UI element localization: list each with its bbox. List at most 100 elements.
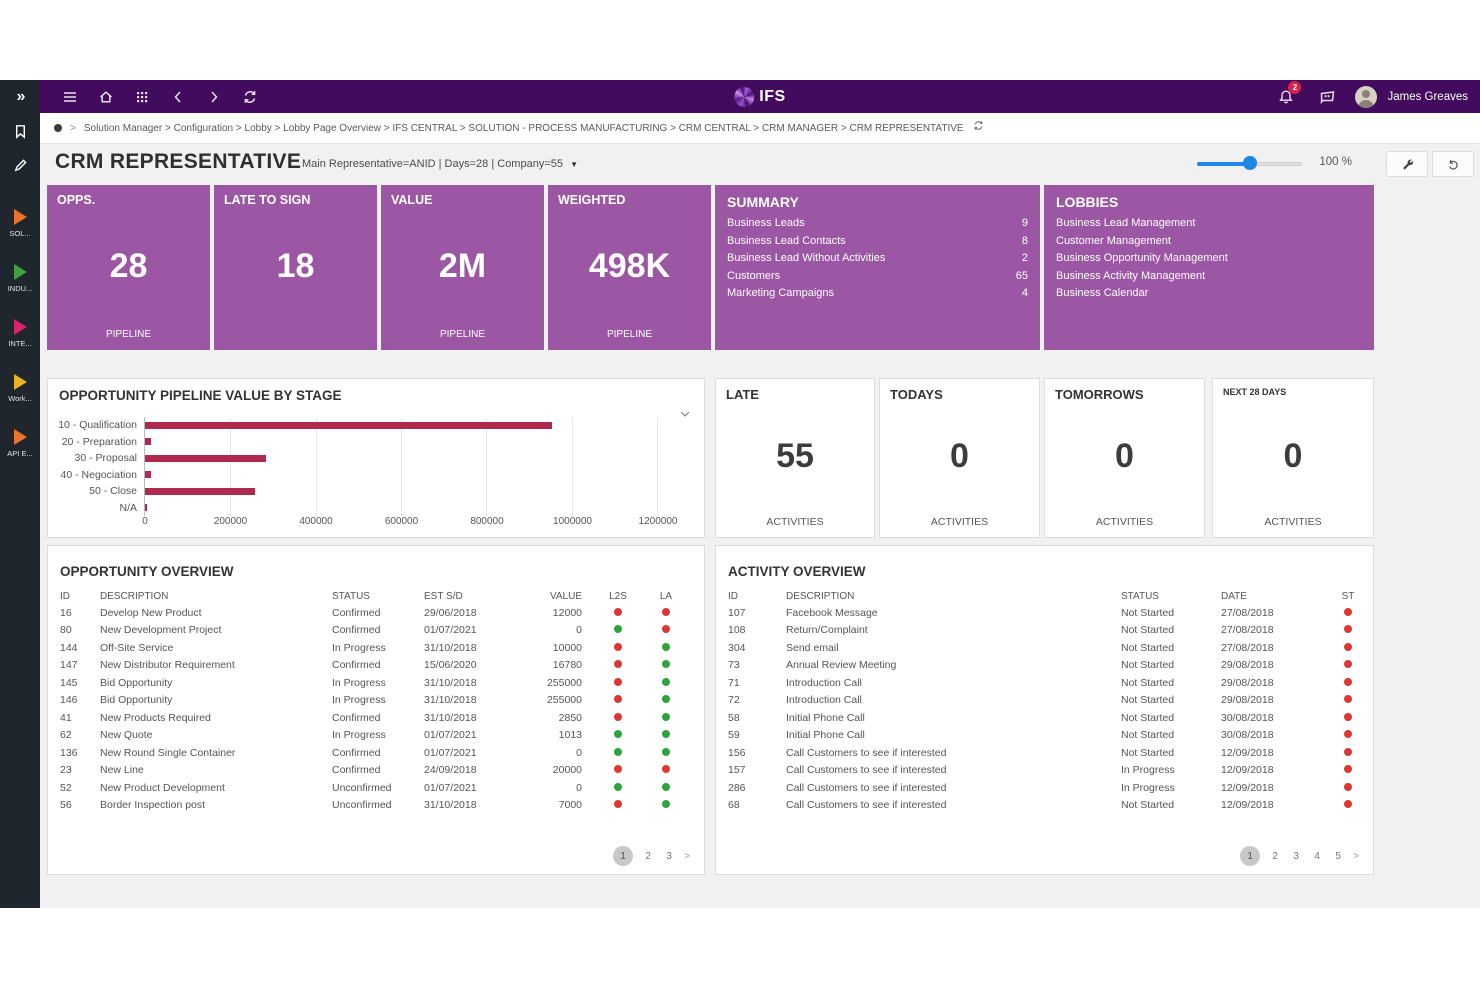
kpi-card-opps[interactable]: OPPS. 28 PIPELINE	[47, 185, 210, 350]
table-row[interactable]: 146 Bid Opportunity In Progress 31/10/2018 2…	[60, 692, 692, 710]
edit-button[interactable]	[0, 148, 40, 182]
cell-id: 108	[728, 624, 746, 637]
table-row[interactable]: 56 Border Inspection post Unconfirmed 31/10…	[60, 797, 692, 815]
table-row[interactable]: 73 Annual Review Meeting Not Started 29/08/…	[728, 657, 1361, 675]
reset-layout-button[interactable]	[1432, 151, 1474, 177]
table-row[interactable]: 157 Call Customers to see if interested In…	[728, 762, 1361, 780]
pagination-page-3[interactable]: 3	[666, 850, 672, 862]
table-row[interactable]: 304 Send email Not Started 27/08/2018	[728, 639, 1361, 657]
lobby-link[interactable]: Business Calendar	[1056, 287, 1149, 299]
forward-button[interactable]	[196, 80, 232, 113]
kpi-card-late-to-sign[interactable]: LATE TO SIGN 18	[214, 185, 377, 350]
pagination-page-2[interactable]: 2	[1272, 850, 1278, 862]
summary-value: 4	[1021, 287, 1028, 299]
breadcrumb[interactable]: Solution Manager > Configuration > Lobby…	[83, 122, 964, 134]
pagination-page-5[interactable]: 5	[1335, 850, 1341, 862]
activity-kpi-tomorrows[interactable]: TOMORROWS 0 ACTIVITIES	[1044, 378, 1205, 538]
cell-la	[642, 694, 690, 706]
chart-bar[interactable]	[145, 421, 553, 429]
table-row[interactable]: 145 Bid Opportunity In Progress 31/10/2018 2…	[60, 674, 692, 692]
sidebar-item-work[interactable]: Work...	[0, 361, 40, 416]
sidebar-item-sol[interactable]: SOL...	[0, 196, 40, 251]
pagination-page-1[interactable]: 1	[1240, 846, 1261, 866]
table-row[interactable]: 72 Introduction Call Not Started 29/08/2018	[728, 692, 1361, 710]
summary-row[interactable]: Business Lead Without Activities 2	[727, 250, 1028, 268]
chart-tick-label: 0	[142, 516, 148, 527]
activity-kpi-late[interactable]: LATE 55 ACTIVITIES	[715, 378, 875, 538]
lobby-link[interactable]: Business Opportunity Management	[1056, 252, 1228, 264]
status-dot	[662, 625, 670, 634]
cell-description: Facebook Message	[786, 606, 878, 619]
bookmark-button[interactable]	[0, 114, 40, 148]
chart-bar[interactable]	[145, 438, 151, 446]
table-row[interactable]: 107 Facebook Message Not Started 27/08/2018	[728, 604, 1361, 622]
pagination-page-1[interactable]: 1	[613, 846, 634, 866]
summary-row[interactable]: Business Lead Contacts 8	[727, 233, 1028, 251]
table-row[interactable]: 136 New Round Single Container Confirmed 01…	[60, 744, 692, 762]
cell-description: Bid Opportunity	[100, 676, 173, 689]
chart-category-label: 20 - Preparation	[61, 435, 137, 448]
pagination-next-button[interactable]: >	[1353, 850, 1359, 862]
sidebar-item-inte[interactable]: INTE...	[0, 306, 40, 361]
pagination-page-2[interactable]: 2	[645, 850, 651, 862]
table-row[interactable]: 58 Initial Phone Call Not Started 30/08/201…	[728, 709, 1361, 727]
back-button[interactable]	[160, 80, 196, 113]
activity-pagination: 1 2 3 4 5 >	[1240, 846, 1359, 866]
pagination-page-4[interactable]: 4	[1314, 850, 1320, 862]
sidebar-item-apie[interactable]: API E...	[0, 416, 40, 471]
chart-tick-label: 600000	[384, 516, 419, 527]
refresh-icon	[244, 90, 256, 103]
cell-value: 16780	[552, 659, 582, 672]
table-row[interactable]: 71 Introduction Call Not Started 29/08/2018	[728, 674, 1361, 692]
summary-row[interactable]: Customers 65	[727, 268, 1028, 286]
user-avatar[interactable]	[1355, 85, 1378, 108]
pagination-page-3[interactable]: 3	[1293, 850, 1299, 862]
chart-collapse-button[interactable]	[678, 407, 692, 426]
kpi-card-weighted[interactable]: WEIGHTED 498K PIPELINE	[548, 185, 711, 350]
chart-bar[interactable]	[145, 504, 148, 512]
zoom-slider[interactable]	[1197, 156, 1302, 170]
cell-status: Confirmed	[332, 711, 381, 724]
cell-l2s	[594, 659, 642, 671]
sidebar-item-indu[interactable]: INDU...	[0, 251, 40, 306]
table-row[interactable]: 108 Return/Complaint Not Started 27/08/2018	[728, 622, 1361, 640]
refresh-button[interactable]	[232, 80, 268, 113]
table-row[interactable]: 52 New Product Development Unconfirmed 01/0…	[60, 779, 692, 797]
page-filter-dropdown[interactable]: Main Representative=ANID | Days=28 | Com…	[302, 158, 578, 170]
opportunity-table-title: OPPORTUNITY OVERVIEW	[60, 564, 234, 579]
table-row[interactable]: 41 New Products Required Confirmed 31/10/20…	[60, 709, 692, 727]
settings-button[interactable]	[1386, 151, 1428, 177]
lobby-link[interactable]: Customer Management	[1056, 234, 1171, 247]
chart-bar[interactable]	[145, 471, 151, 479]
app-grid-button[interactable]	[124, 80, 160, 113]
table-row[interactable]: 144 Off-Site Service In Progress 31/10/2018…	[60, 639, 692, 657]
table-row[interactable]: 62 New Quote In Progress 01/07/2021 1013	[60, 727, 692, 745]
home-button[interactable]	[88, 80, 124, 113]
table-row[interactable]: 286 Call Customers to see if interested In…	[728, 779, 1361, 797]
expand-sidebar-button[interactable]: »	[0, 80, 40, 114]
summary-row[interactable]: Marketing Campaigns 4	[727, 285, 1028, 303]
table-row[interactable]: 68 Call Customers to see if interested Not…	[728, 797, 1361, 815]
user-name[interactable]: James Greaves	[1387, 90, 1468, 103]
menu-button[interactable]	[52, 80, 88, 113]
notifications-button[interactable]: 2	[1273, 80, 1302, 110]
pagination-next-button[interactable]: >	[684, 850, 690, 862]
kpi-card-value[interactable]: VALUE 2M PIPELINE	[381, 185, 544, 350]
slider-knob[interactable]	[1243, 156, 1257, 170]
table-row[interactable]: 16 Develop New Product Confirmed 29/06/2018…	[60, 604, 692, 622]
lobby-link[interactable]: Business Lead Management	[1056, 217, 1196, 229]
feedback-button[interactable]	[1309, 80, 1345, 113]
chart-bar[interactable]	[145, 487, 255, 495]
activity-kpi-todays[interactable]: TODAYS 0 ACTIVITIES	[879, 378, 1040, 538]
activity-kpi-next-28-days[interactable]: NEXT 28 DAYS 0 ACTIVITIES	[1212, 378, 1374, 538]
table-row[interactable]: 59 Initial Phone Call Not Started 30/08/201…	[728, 727, 1361, 745]
table-row[interactable]: 147 New Distributor Requirement Confirmed 1…	[60, 657, 692, 675]
summary-title: SUMMARY	[727, 194, 799, 210]
breadcrumb-refresh-button[interactable]	[972, 119, 985, 137]
table-row[interactable]: 156 Call Customers to see if interested No…	[728, 744, 1361, 762]
table-row[interactable]: 80 New Development Project Confirmed 01/07/…	[60, 622, 692, 640]
lobby-link[interactable]: Business Activity Management	[1056, 269, 1206, 282]
chart-bar[interactable]	[145, 454, 266, 462]
table-row[interactable]: 23 New Line Confirmed 24/09/2018 20000	[60, 762, 692, 780]
summary-row[interactable]: Business Leads 9	[727, 215, 1028, 233]
